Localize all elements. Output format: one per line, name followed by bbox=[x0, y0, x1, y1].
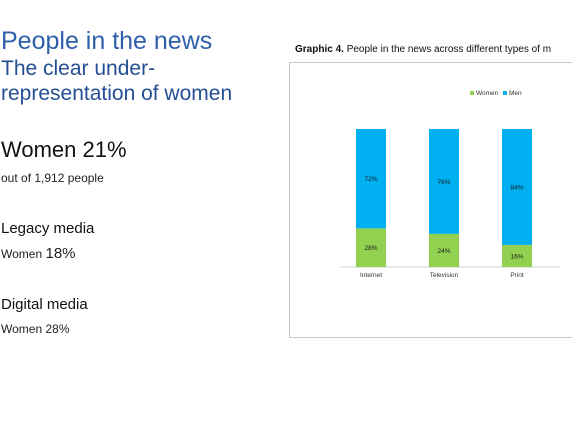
page-title: People in the news bbox=[1, 27, 213, 55]
bar-women-television bbox=[429, 233, 459, 267]
digital-heading: Digital media bbox=[1, 296, 88, 313]
data-label-men-print: 84% bbox=[510, 184, 523, 191]
data-label-men-television: 76% bbox=[437, 179, 450, 186]
chart-frame: 28% 72% Internet 24% 76% Television 16% 84% Prin… bbox=[289, 62, 572, 338]
headline-subtext: out of 1,912 people bbox=[1, 171, 104, 185]
digital-label: Women bbox=[1, 322, 43, 336]
graphic-title: Graphic 4. People in the news across dif… bbox=[295, 44, 572, 55]
legend-swatch-men bbox=[503, 91, 507, 95]
bar-women-internet bbox=[356, 228, 386, 267]
digital-value: 28% bbox=[45, 322, 70, 336]
legend-label-men: Men bbox=[509, 90, 522, 97]
data-label-women-internet: 28% bbox=[364, 245, 377, 252]
stacked-bar-chart: 28% 72% Internet 24% 76% Television 16% 84% Prin… bbox=[340, 90, 560, 279]
data-label-men-internet: 72% bbox=[364, 176, 377, 183]
x-tick-label-internet: Internet bbox=[360, 272, 382, 279]
bar-men-internet bbox=[356, 129, 386, 229]
legacy-value: 18% bbox=[45, 245, 76, 262]
legacy-label: Women bbox=[1, 247, 43, 261]
bar-women-print bbox=[502, 244, 532, 267]
graphic-caption: People in the news across different type… bbox=[346, 44, 552, 55]
x-tick-label-print: Print bbox=[510, 272, 524, 279]
bar-men-television bbox=[429, 129, 459, 234]
legend-swatch-women bbox=[470, 91, 474, 95]
headline-stat: Women 21% bbox=[1, 137, 127, 162]
digital-stat: Women 28% bbox=[1, 322, 70, 336]
bar-men-print bbox=[502, 129, 532, 245]
legacy-stat: Women 18% bbox=[1, 245, 76, 262]
graphic-label: Graphic 4. bbox=[295, 44, 344, 55]
legacy-heading: Legacy media bbox=[1, 220, 95, 237]
legend-label-women: Women bbox=[476, 90, 499, 97]
data-label-women-television: 24% bbox=[437, 248, 450, 255]
x-tick-label-television: Television bbox=[430, 272, 459, 279]
page-subtitle: The clear under-representation of women bbox=[1, 57, 233, 105]
data-label-women-print: 16% bbox=[510, 253, 523, 260]
